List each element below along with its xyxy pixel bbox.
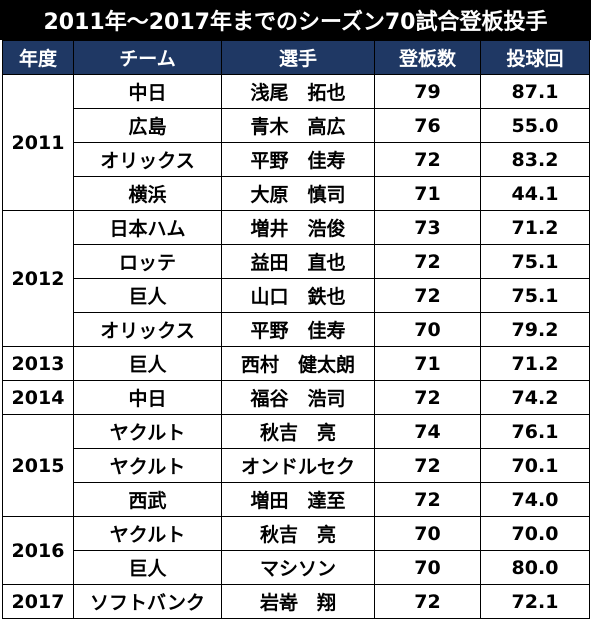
table-row: 2012 日本ハム 増井 浩俊 73 71.2 [2, 210, 590, 347]
player-cell: 西村 健太朗 [221, 346, 375, 381]
team-cell: 西武 [73, 482, 222, 517]
games-cell: 70 [374, 312, 481, 347]
header-row: 年度 チーム 選手 登板数 投球回 [2, 40, 590, 75]
games-cell: 72 [374, 278, 481, 313]
player-cell: 秋吉 亮 [221, 414, 375, 449]
games-cell: 70 [374, 516, 481, 551]
table-body: 2011 中日 浅尾 拓也 79 87.1 広島 青木 高広 76 55.0 オリックス 平野 佳寿… [2, 74, 590, 619]
innings-cell: 55.0 [480, 108, 590, 143]
table-row: 横浜 大原 慎司 71 44.1 [3, 176, 590, 211]
table-row: 巨人 マシソン 70 80.0 [3, 550, 590, 585]
year-cell: 2015 [2, 414, 74, 517]
header-innings: 投球回 [480, 40, 590, 75]
header-games: 登板数 [374, 40, 481, 75]
games-cell: 72 [374, 142, 481, 177]
player-cell: 平野 佳寿 [221, 312, 375, 347]
header-team: チーム [73, 40, 222, 75]
innings-cell: 44.1 [480, 176, 590, 211]
team-cell: 巨人 [73, 346, 222, 381]
year-cell: 2011 [2, 74, 74, 211]
innings-cell: 79.2 [480, 312, 590, 347]
innings-cell: 76.1 [480, 414, 590, 449]
year-cell: 2014 [2, 380, 74, 415]
team-cell: 中日 [73, 380, 222, 415]
pitchers-table: 年度 チーム 選手 登板数 投球回 2011 中日 浅尾 拓也 79 87.1 広島 青木 … [2, 40, 590, 619]
year-cell: 2016 [2, 516, 74, 585]
player-cell: マシソン [221, 550, 375, 585]
team-cell: 広島 [73, 108, 222, 143]
team-cell: ロッテ [73, 244, 222, 279]
table-row: ヤクルト オンドルセク 72 70.1 [3, 448, 590, 483]
table-row: オリックス 平野 佳寿 70 79.2 [3, 312, 590, 347]
table-row: 2017 ソフトバンク 岩嵜 翔 72 72.1 [2, 584, 590, 619]
games-cell: 72 [374, 584, 481, 619]
team-cell: ソフトバンク [73, 584, 222, 619]
year-cell: 2013 [2, 346, 74, 381]
innings-cell: 72.1 [480, 584, 590, 619]
table-row: ロッテ 益田 直也 72 75.1 [3, 244, 590, 279]
header-player: 選手 [221, 40, 375, 75]
table-row: 2013 巨人 西村 健太朗 71 71.2 [2, 346, 590, 381]
player-cell: 福谷 浩司 [221, 380, 375, 415]
games-cell: 74 [374, 414, 481, 449]
innings-cell: 70.1 [480, 448, 590, 483]
innings-cell: 75.1 [480, 278, 590, 313]
player-cell: 青木 高広 [221, 108, 375, 143]
player-cell: 秋吉 亮 [221, 516, 375, 551]
table-row: 巨人 山口 鉄也 72 75.1 [3, 278, 590, 313]
player-cell: 大原 慎司 [221, 176, 375, 211]
games-cell: 79 [374, 74, 481, 109]
player-cell: 益田 直也 [221, 244, 375, 279]
innings-cell: 71.2 [480, 210, 590, 245]
innings-cell: 74.2 [480, 380, 590, 415]
player-cell: 増井 浩俊 [221, 210, 375, 245]
team-cell: 中日 [73, 74, 222, 109]
table-row: 西武 増田 達至 72 74.0 [3, 482, 590, 517]
player-cell: オンドルセク [221, 448, 375, 483]
games-cell: 70 [374, 550, 481, 585]
team-cell: ヤクルト [73, 448, 222, 483]
table-row: 2016 ヤクルト 秋吉 亮 70 70.0 [2, 516, 590, 585]
header-year: 年度 [2, 40, 74, 75]
team-cell: オリックス [73, 142, 222, 177]
player-cell: 平野 佳寿 [221, 142, 375, 177]
games-cell: 73 [374, 210, 481, 245]
innings-cell: 71.2 [480, 346, 590, 381]
innings-cell: 74.0 [480, 482, 590, 517]
games-cell: 72 [374, 482, 481, 517]
player-cell: 増田 達至 [221, 482, 375, 517]
games-cell: 72 [374, 244, 481, 279]
team-cell: ヤクルト [73, 414, 222, 449]
games-cell: 72 [374, 380, 481, 415]
games-cell: 71 [374, 176, 481, 211]
games-cell: 72 [374, 448, 481, 483]
games-cell: 71 [374, 346, 481, 381]
table-row: 2011 中日 浅尾 拓也 79 87.1 [2, 74, 590, 211]
team-cell: オリックス [73, 312, 222, 347]
table-row: 2014 中日 福谷 浩司 72 74.2 [2, 380, 590, 415]
player-cell: 浅尾 拓也 [221, 74, 375, 109]
team-cell: ヤクルト [73, 516, 222, 551]
team-cell: 巨人 [73, 550, 222, 585]
year-cell: 2012 [2, 210, 74, 347]
games-cell: 76 [374, 108, 481, 143]
team-cell: 日本ハム [73, 210, 222, 245]
innings-cell: 83.2 [480, 142, 590, 177]
innings-cell: 70.0 [480, 516, 590, 551]
player-cell: 岩嵜 翔 [221, 584, 375, 619]
table-row: オリックス 平野 佳寿 72 83.2 [3, 142, 590, 177]
table-row: 2015 ヤクルト 秋吉 亮 74 76.1 [2, 414, 590, 517]
player-cell: 山口 鉄也 [221, 278, 375, 313]
team-cell: 横浜 [73, 176, 222, 211]
innings-cell: 80.0 [480, 550, 590, 585]
table-title: 2011年〜2017年までのシーズン70試合登板投手 [0, 0, 591, 40]
team-cell: 巨人 [73, 278, 222, 313]
year-cell: 2017 [2, 584, 74, 619]
table-row: 広島 青木 高広 76 55.0 [3, 108, 590, 143]
innings-cell: 75.1 [480, 244, 590, 279]
innings-cell: 87.1 [480, 74, 590, 109]
